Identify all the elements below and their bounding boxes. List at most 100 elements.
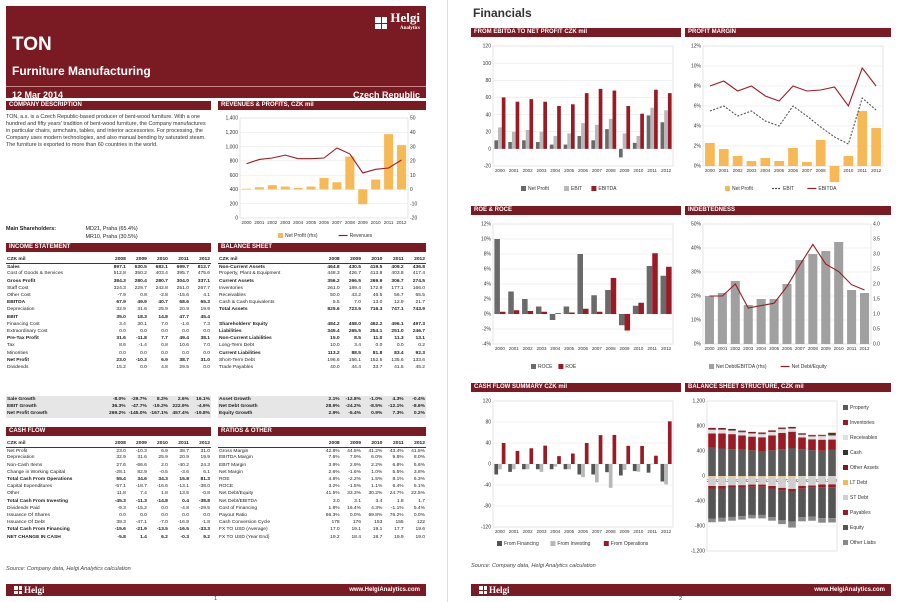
table-row: Total Cash From Financing -15.6 -21.9 -13.5… (6, 526, 211, 533)
row-value: 21.7 (415, 300, 425, 306)
net-profit-bar (293, 188, 303, 190)
row-value: 17.0 (330, 527, 340, 533)
row-label: Net Profit (7, 357, 30, 363)
x-tick-label: 2004 (550, 529, 561, 534)
row-value: 1.4 (140, 534, 147, 540)
table-row: Equity Growth 2.9% -5.4% 0.9% 7.3% 0.2% (218, 410, 426, 418)
net-debt-ebitda-bar (769, 299, 779, 344)
bar-ebitda (612, 90, 617, 149)
table-row: Gross Margin 42.8% 44.5% 41.2% 43.4% 41.5% (218, 447, 426, 454)
stack-property (708, 447, 716, 476)
row-value: 15.0 (330, 336, 340, 342)
y-tick-label: 0 (488, 147, 491, 153)
row-value: -1.5% (348, 484, 361, 490)
row-value: 0.4 (182, 498, 189, 504)
table-row: Other 11.8 7.4 1.8 13.5 -0.8 (6, 490, 211, 497)
row-value: 42.8% (325, 448, 340, 454)
row-label: Other (7, 491, 20, 497)
row-value: 5.6% (413, 462, 425, 468)
row-value: 716.3 (370, 307, 383, 313)
net-debt-ebitda-bar (808, 254, 818, 344)
table-row: Inventories 261.0 189.4 172.9 177.1 166.0 (218, 285, 426, 292)
legend-swatch (843, 420, 848, 425)
row-value: 1.8 (161, 491, 168, 497)
row-label: Cost of Goods & Services (7, 271, 63, 277)
x-tick-label: 2006 (782, 346, 793, 351)
row-value: 34.6 (137, 477, 147, 483)
bar-from-financing (619, 464, 623, 476)
net-profit-margin-bar (788, 148, 798, 166)
row-value: 743.9 (412, 307, 425, 313)
y-tick-label: -20 (484, 164, 491, 170)
year-header-cell: 2011 (383, 256, 405, 264)
footer-url[interactable]: www.HelgiAnalytics.com (814, 586, 885, 593)
row-value: 269.2% (105, 410, 127, 418)
y-tick-label: 800 (697, 424, 706, 430)
y-tick-label: 10% (481, 237, 492, 243)
row-value: 1.8% (328, 505, 340, 511)
row-label: Cash & Cash Equivalents (219, 300, 275, 306)
footer-url[interactable]: www.HelgiAnalytics.com (349, 586, 420, 593)
table-row: Gross Profit 384.3 280.4 280.7 304.0 337.1 (6, 278, 211, 285)
y-tick-label: 400 (230, 187, 239, 193)
stack-equity (758, 486, 766, 515)
x-tick-label: 2006 (578, 346, 589, 351)
stack-other-assets (788, 426, 796, 429)
row-value: 0.0 (140, 364, 147, 370)
row-value: 44.4 (351, 364, 361, 370)
row-value: -11.8 (136, 336, 147, 342)
bar-roe (638, 302, 644, 314)
row-value: 3.8% (413, 469, 425, 475)
table-row: Sale Growth -8.0% -29.7% 8.2% 2.6% 16.1% (6, 396, 211, 404)
table-row: Cash Conversion Cycle 178 176 153 155 122 (218, 519, 426, 526)
year-header-cell: 2010 (361, 256, 384, 264)
row-value: 0.0 (119, 328, 126, 334)
legend-label: Payables (850, 510, 871, 516)
ebitda-net-profit-heading: FROM EBITDA TO NET PROFIT CZK mil (471, 28, 681, 37)
x-tick-label: 2004 (550, 346, 561, 351)
legend-label: LT Debt (850, 480, 868, 486)
bar-ebitda (640, 113, 644, 149)
row-value: 7.3 (203, 321, 210, 327)
legend-label: ROE (565, 364, 577, 370)
row-value: -14.8 (156, 498, 168, 504)
row-value: 15.2 (116, 364, 126, 370)
row-value: 40.7 (158, 300, 168, 306)
bar-ebitda (529, 99, 534, 149)
bar-from-operations (612, 434, 617, 464)
row-value (319, 314, 340, 321)
row-value: 5.5% (392, 469, 404, 475)
x-tick-label: 2007 (592, 168, 603, 173)
row-value: 8.6 (119, 343, 126, 349)
row-value: 13.1 (415, 336, 425, 342)
stack-cash (808, 435, 816, 437)
row-value: 6.4% (392, 484, 404, 490)
x-tick-label: 2001 (254, 220, 265, 225)
stack-lt-debt (758, 476, 766, 477)
stack-st-debt (718, 476, 726, 486)
table-row: Total Assets 825.6 723.5 716.3 747.1 743.9 (218, 306, 426, 313)
x-tick-label: 2003 (536, 168, 547, 173)
net-profit-margin-bar (802, 162, 812, 166)
bar-from-financing (660, 464, 665, 482)
legend-swatch (591, 186, 597, 191)
stack-lt-debt (768, 476, 776, 477)
row-value: 22.5% (411, 491, 425, 497)
row-value: 31.0 (200, 448, 210, 454)
stack-equity (718, 488, 726, 518)
row-value: 7.3% (383, 410, 405, 418)
table-header-row: 2008 2009 2010 2011 2012 (218, 440, 426, 448)
y-tick-label-right: 20 (410, 159, 416, 165)
row-label: Issuance Of Shares (7, 512, 50, 518)
year-header-cell: 2009 (126, 440, 148, 448)
row-value: 384.3 (113, 278, 126, 284)
row-value: -1.6 (180, 321, 189, 327)
year-header-cell: 2008 (319, 256, 341, 264)
x-tick-label: 2009 (620, 168, 631, 173)
stack-cash (828, 434, 836, 436)
row-label: Shareholders' Equity (219, 321, 268, 327)
legend-label: Net Debt/Equity (792, 364, 828, 370)
row-value: 0.0 (203, 328, 210, 334)
row-value: 6.9 (161, 357, 168, 363)
row-value: 0.0 (161, 505, 168, 511)
